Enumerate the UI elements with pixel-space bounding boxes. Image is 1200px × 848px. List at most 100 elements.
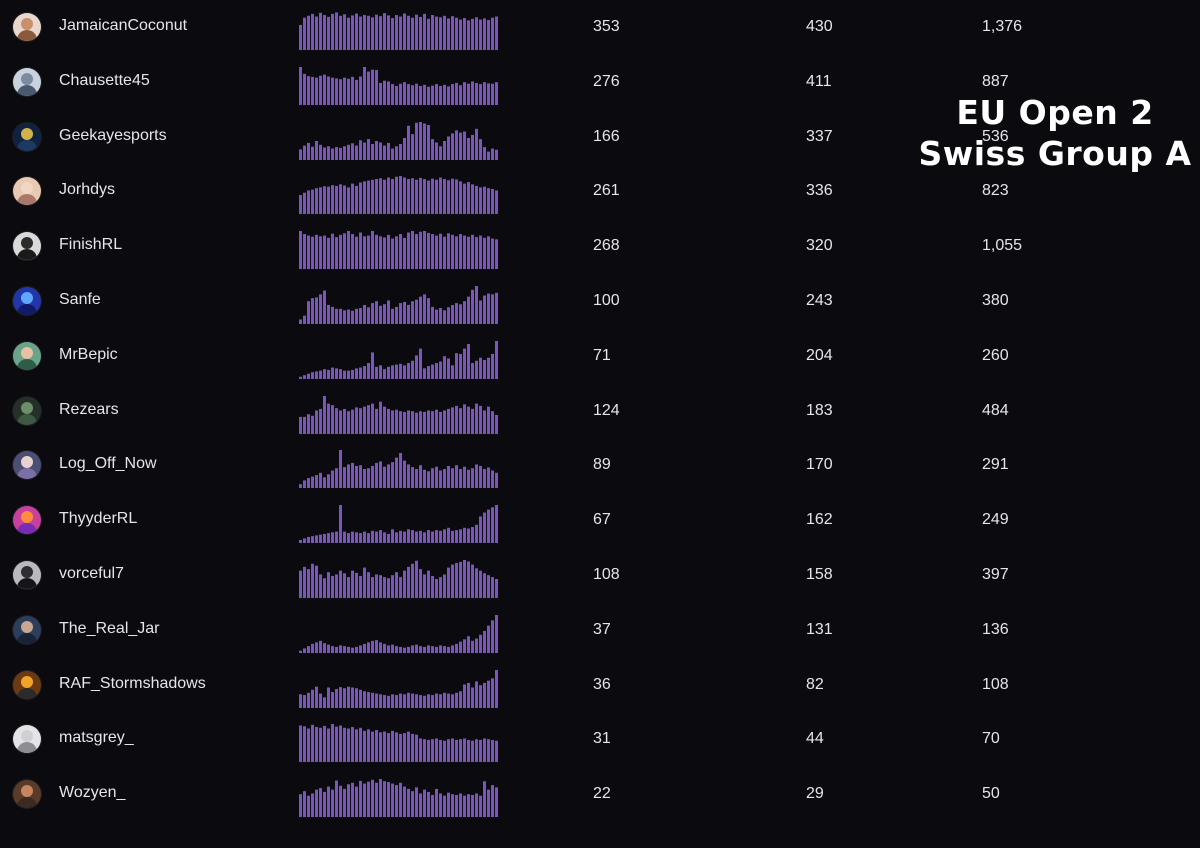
trend-bar [351,234,354,270]
trend-bar [391,18,394,50]
avatar[interactable] [13,232,41,261]
avatar[interactable] [13,615,41,644]
username-link[interactable]: Chausette45 [59,71,150,89]
trend-bar [359,533,362,544]
username-link[interactable]: JamaicanCoconut [59,17,188,34]
avatar[interactable] [13,670,41,699]
trend-bar [435,409,438,434]
trend-bar [307,478,310,489]
table-row[interactable]: Rezears 124 183 484 [0,395,1200,465]
trend-bar [355,466,358,489]
table-row[interactable]: vorceful7 108 158 397 [0,560,1200,629]
trend-bar [307,692,310,708]
avatar[interactable] [13,396,41,425]
trend-bar [431,364,434,379]
avatar[interactable] [13,177,41,206]
avatar[interactable] [13,341,41,370]
trend-bar [423,231,426,270]
trend-bar [351,782,354,818]
trend-bar [487,789,490,818]
trend-bar [467,343,470,379]
trend-bar [299,794,302,818]
trend-bar [459,85,462,105]
avatar[interactable] [13,67,41,96]
trend-bar [339,368,342,379]
avatar[interactable] [13,725,41,754]
trend-bar [311,298,314,324]
username-link[interactable]: The_Real_Jar [59,619,160,637]
trend-bar [307,235,310,270]
trend-bar [491,677,494,708]
trend-bar [491,470,494,489]
table-row[interactable]: Sanfe 100 243 380 [0,286,1200,355]
trend-bar [419,85,422,105]
trend-bar [479,138,482,160]
table-row[interactable]: Wozyen_ 22 29 50 [0,779,1200,848]
trend-bar [403,647,406,653]
trend-bar [315,727,318,763]
trend-bar [407,789,410,818]
trend-bar [435,467,438,489]
trend-bar [359,16,362,50]
trend-bar [443,692,446,708]
stat-value-2: 158 [806,566,833,583]
trend-bar [455,179,458,215]
username-link[interactable]: Log_Off_Now [59,455,157,473]
avatar[interactable] [13,780,41,809]
table-row[interactable]: MrBepic 71 204 260 [0,340,1200,410]
table-row[interactable]: JamaicanCoconut 353 430 1,376 [0,12,1200,81]
trend-bar [483,410,486,434]
trend-bar [395,572,398,598]
trend-bar [367,15,370,50]
username-link[interactable]: matsgrey_ [59,729,134,747]
trend-bar [451,179,454,215]
avatar[interactable] [13,451,41,480]
username-link[interactable]: vorceful7 [59,565,124,582]
username-link[interactable]: RAF_Stormshadows [59,674,206,692]
trend-bar [383,368,386,379]
trend-bar [375,693,378,708]
trend-bar [431,138,434,160]
avatar[interactable] [13,122,41,151]
trend-bar [487,509,490,544]
username-link[interactable]: FinishRL [59,236,123,254]
username-link[interactable]: Rezears [59,400,119,418]
trend-bar [475,739,478,763]
table-row[interactable]: ThyyderRL 67 162 249 [0,505,1200,574]
trend-bar [439,308,442,324]
table-row[interactable]: FinishRL 268 320 1,055 [0,231,1200,300]
avatar[interactable] [13,561,41,589]
table-row[interactable]: matsgrey_ 31 44 70 [0,724,1200,793]
trend-bar [411,17,414,50]
event-title-overlay: EU Open 2 Swiss Group A [905,92,1200,174]
trend-bar [475,17,478,50]
username-link[interactable]: Geekayesports [59,126,167,144]
username-link[interactable]: MrBepic [59,345,118,363]
username-link[interactable]: Jorhdys [59,181,116,199]
trend-bar [343,728,346,763]
trend-bar [467,740,470,763]
table-row[interactable]: Geekayesports 166 337 536 [0,121,1200,191]
avatar[interactable] [13,287,41,315]
table-row[interactable]: RAF_Stormshadows 36 82 108 [0,669,1200,739]
username-link[interactable]: Sanfe [59,291,101,308]
trend-bar [419,465,422,489]
trend-bar [483,512,486,544]
trend-bar [315,234,318,270]
avatar[interactable] [13,506,41,535]
avatar[interactable] [13,13,41,41]
trend-bar [371,577,374,598]
table-row[interactable]: Chausette45 276 411 887 [0,66,1200,136]
stat-value-2: 170 [806,456,833,474]
username-link[interactable]: ThyyderRL [59,510,138,528]
trend-bar [419,231,422,270]
trend-bar [467,182,470,215]
trend-bar [387,534,390,544]
table-row[interactable]: Jorhdys 261 336 823 [0,176,1200,245]
trend-bar [383,643,386,653]
trend-bar [423,739,426,763]
username-link[interactable]: Wozyen_ [59,784,126,802]
table-row[interactable]: The_Real_Jar 37 131 136 [0,614,1200,684]
stat-value-2: 29 [806,785,824,803]
table-row[interactable]: Log_Off_Now 89 170 291 [0,450,1200,519]
